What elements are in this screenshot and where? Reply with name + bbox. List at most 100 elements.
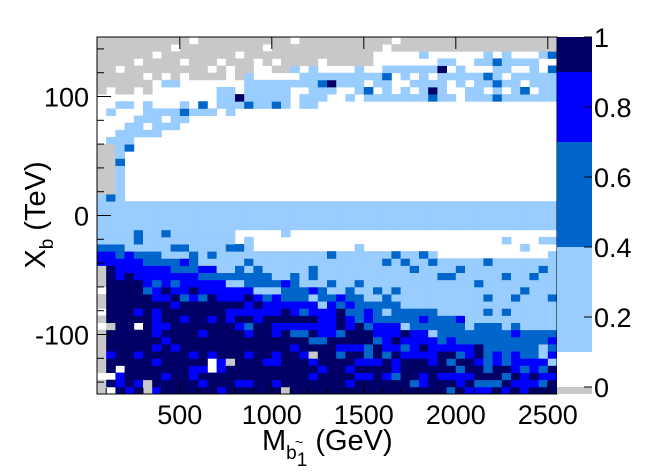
- heatmap-cell: [492, 94, 503, 102]
- heatmap-cell: [437, 358, 447, 366]
- heatmap-cell: [474, 315, 484, 323]
- heatmap-cell: [133, 72, 144, 81]
- heatmap-cell: [290, 308, 300, 316]
- heatmap-cell: [152, 108, 162, 116]
- heatmap-cell: [465, 86, 475, 95]
- heatmap-cell: [363, 379, 374, 388]
- heatmap-cell: [133, 258, 144, 266]
- heatmap-cell: [547, 265, 558, 274]
- heatmap-cell: [437, 372, 447, 381]
- heatmap-cell: [419, 251, 429, 259]
- heatmap-cell: [437, 329, 447, 338]
- heatmap-cell: [133, 129, 144, 138]
- heatmap-cell: [271, 65, 282, 74]
- heatmap-cell: [115, 265, 125, 274]
- heatmap-cell: [133, 315, 144, 323]
- heatmap-cell: [152, 329, 162, 338]
- heatmap-cell: [483, 201, 493, 209]
- heatmap-cell: [198, 208, 208, 216]
- heatmap-cell: [290, 251, 300, 259]
- heatmap-cell: [235, 65, 245, 74]
- heatmap-cell: [170, 351, 181, 359]
- heatmap-cell: [290, 65, 300, 74]
- heatmap-cell: [437, 301, 447, 309]
- heatmap-cell: [400, 44, 411, 52]
- heatmap-cell: [271, 94, 282, 102]
- heatmap-cell: [198, 51, 208, 59]
- heatmap-cell: [354, 365, 365, 373]
- heatmap-cell: [207, 322, 217, 331]
- heatmap-cell: [179, 379, 190, 388]
- heatmap-cell: [483, 322, 493, 331]
- heatmap-cell: [455, 344, 466, 352]
- heatmap-cell: [511, 322, 521, 331]
- heatmap-cell: [198, 301, 208, 309]
- heatmap-cell: [317, 37, 328, 45]
- heatmap-cell: [538, 79, 549, 88]
- heatmap-cell: [538, 344, 549, 352]
- heatmap-cell: [363, 344, 374, 352]
- heatmap-cell: [170, 258, 181, 266]
- heatmap-cell: [143, 372, 153, 381]
- heatmap-cell: [363, 358, 374, 366]
- heatmap-cell: [345, 379, 355, 388]
- heatmap-cell: [345, 279, 355, 288]
- heatmap-cell: [391, 386, 401, 395]
- heatmap-cell: [529, 201, 539, 209]
- heatmap-cell: [336, 79, 346, 88]
- heatmap-cell: [133, 301, 144, 309]
- heatmap-cell: [97, 244, 107, 252]
- heatmap-cell: [465, 379, 475, 388]
- heatmap-cell: [492, 222, 503, 231]
- heatmap-cell: [483, 265, 493, 274]
- heatmap-cell: [317, 315, 328, 323]
- heatmap-cell: [428, 386, 438, 395]
- heatmap-cell: [271, 79, 282, 88]
- heatmap-cell: [428, 251, 438, 259]
- heatmap-cell: [363, 301, 374, 309]
- heatmap-cell: [244, 329, 254, 338]
- heatmap-cell: [216, 386, 227, 395]
- heatmap-cell: [271, 208, 282, 216]
- heatmap-cell: [143, 44, 153, 52]
- heatmap-cell: [538, 272, 549, 281]
- heatmap-cell: [419, 372, 429, 381]
- heatmap-cell: [520, 386, 530, 395]
- heatmap-cell: [179, 308, 190, 316]
- heatmap-cell: [363, 94, 374, 102]
- heatmap-cell: [299, 379, 309, 388]
- heatmap-cell: [106, 215, 116, 224]
- heatmap-cell: [354, 79, 365, 88]
- heatmap-cell: [299, 215, 309, 224]
- heatmap-cell: [529, 329, 539, 338]
- heatmap-cell: [179, 322, 190, 331]
- heatmap-cell: [106, 258, 116, 266]
- heatmap-cell: [336, 72, 346, 81]
- heatmap-cell: [492, 294, 503, 302]
- heatmap-cell: [115, 272, 125, 281]
- heatmap-cell: [363, 308, 374, 316]
- heatmap-cell: [409, 272, 420, 281]
- heatmap-cell: [446, 58, 457, 66]
- heatmap-cell: [492, 315, 503, 323]
- heatmap-cell: [354, 344, 365, 352]
- heatmap-cell: [400, 208, 411, 216]
- heatmap-cell: [253, 286, 263, 295]
- heatmap-cell: [225, 358, 236, 366]
- heatmap-cell: [354, 201, 365, 209]
- heatmap-cell: [345, 201, 355, 209]
- heatmap-cell: [327, 51, 337, 59]
- heatmap-cell: [354, 336, 365, 345]
- heatmap-cell: [143, 65, 153, 74]
- heatmap-cell: [501, 351, 512, 359]
- heatmap-cell: [437, 294, 447, 302]
- heatmap-cell: [345, 58, 355, 66]
- heatmap-cell: [465, 279, 475, 288]
- heatmap-cell: [281, 215, 291, 224]
- heatmap-cell: [198, 315, 208, 323]
- heatmap-cell: [189, 351, 199, 359]
- heatmap-cell: [354, 308, 365, 316]
- heatmap-cell: [520, 372, 530, 381]
- heatmap-cell: [363, 315, 374, 323]
- heatmap-cell: [152, 208, 162, 216]
